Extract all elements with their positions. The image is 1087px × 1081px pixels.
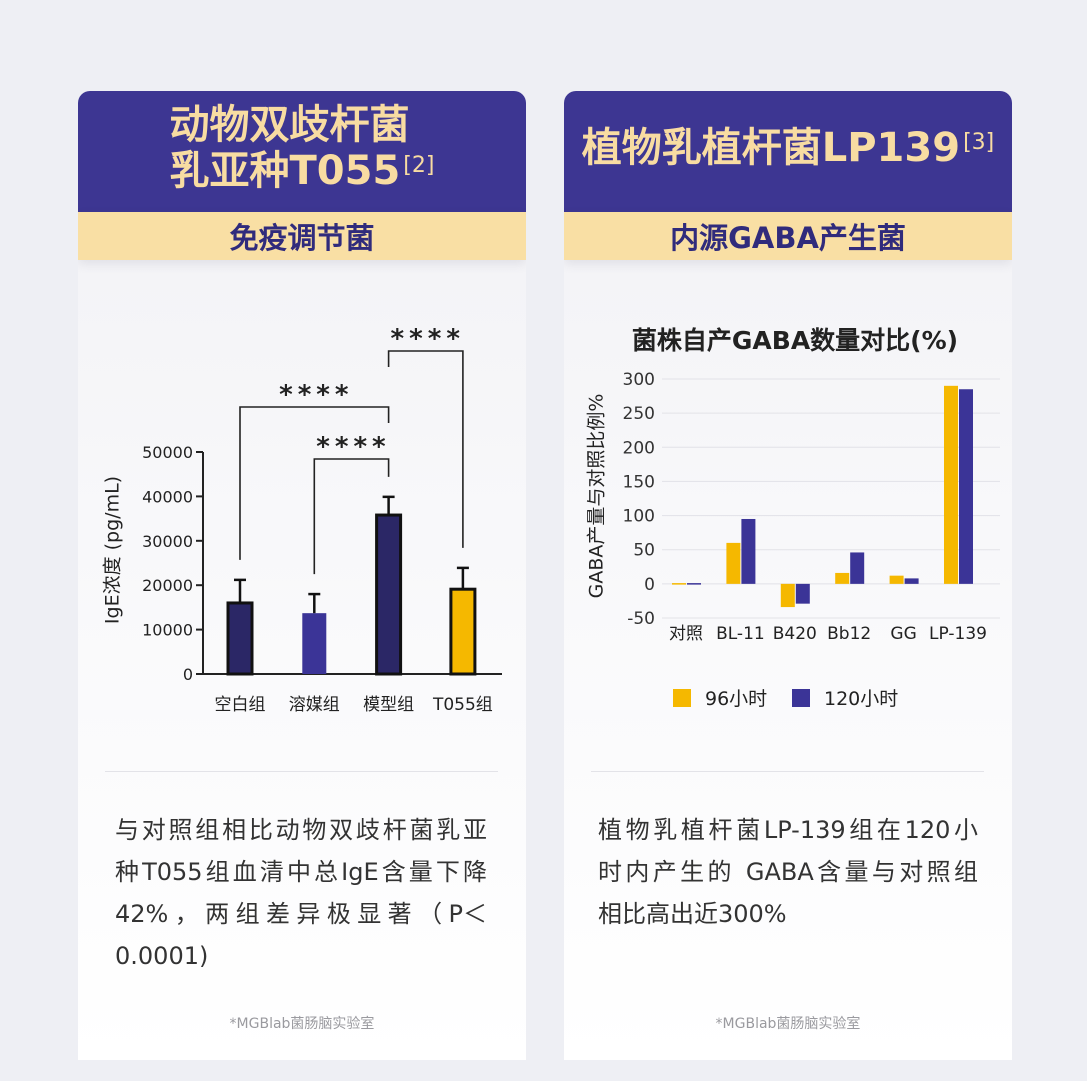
card-header: 动物双歧杆菌 乳亚种T055 [2] (78, 91, 526, 212)
category-label: T055组 (432, 695, 493, 715)
bar-series-2 (687, 583, 701, 585)
description-line: 时内产生的 GABA含量与对照组 (598, 858, 978, 886)
category-label: Bb12 (827, 624, 871, 644)
title-text: 植物乳植杆菌LP139 (581, 125, 961, 171)
card-header: 植物乳植杆菌LP139 [3] (564, 91, 1012, 212)
title-line: 乳亚种T055 [2] (170, 148, 435, 201)
title-reference: [2] (403, 153, 435, 178)
gaba-bar-chart: 菌株自产GABA数量对比(%) -50 0 50 100 150 200 250 300 对照 BL… (586, 326, 1000, 710)
strain-card-lp139: 菌株自产GABA数量对比(%) -50 0 50 100 150 200 250 300 对照 BL… (564, 91, 1012, 1060)
y-tick-label: 10000 (142, 621, 193, 640)
y-tick-label: 20000 (142, 576, 193, 595)
y-tick-label: 100 (623, 507, 655, 527)
category-label: 对照 (669, 624, 703, 644)
divider (591, 771, 984, 772)
significance-label: **** (316, 432, 390, 462)
category-label: B420 (773, 624, 817, 644)
y-tick-label: 150 (623, 472, 655, 492)
category-label: 模型组 (363, 695, 414, 715)
bar-series-1 (944, 385, 958, 584)
bar-series-2 (959, 389, 973, 584)
divider (105, 771, 498, 772)
category-label: 溶媒组 (289, 695, 340, 715)
bar (226, 601, 254, 676)
category-label: BL-11 (716, 624, 765, 644)
y-axis-label: IgE浓度 (pg/mL) (102, 476, 124, 624)
card-footer: *MGBlab菌肠脑实验室 (715, 1016, 861, 1032)
description-line: 相比高出近300% (598, 900, 787, 928)
title-reference: [3] (963, 130, 995, 155)
category-label: LP-139 (929, 624, 987, 644)
legend-label: 120小时 (824, 688, 898, 710)
significance-label: **** (391, 324, 465, 354)
category-label: 空白组 (215, 695, 266, 715)
significance-label: **** (279, 380, 353, 410)
significance-bracket (239, 406, 390, 560)
bar (449, 587, 477, 676)
y-tick-label: 250 (623, 404, 655, 424)
description-line: 0.0001) (115, 942, 209, 970)
y-tick-label: 0 (183, 665, 193, 684)
y-tick-label: 200 (623, 438, 655, 458)
bar-series-1 (835, 572, 850, 584)
bar-series-1 (672, 583, 686, 585)
card-title: 动物双歧杆菌 乳亚种T055 [2] (170, 102, 435, 201)
description-line: 与对照组相比动物双歧杆菌乳亚 (115, 816, 487, 844)
card-subtitle: 内源GABA产生菌 (670, 221, 906, 255)
title-line: 动物双歧杆菌 (169, 102, 410, 148)
bar-series-2 (904, 578, 919, 584)
title-text: 乳亚种T055 (169, 148, 401, 194)
card-footer: *MGBlab菌肠脑实验室 (229, 1016, 375, 1032)
ige-bar-chart: 0 10000 20000 30000 40000 50000 空白组 溶媒组 模型组 T055组… (102, 324, 502, 715)
card-subtitle-band: 内源GABA产生菌 (564, 212, 1012, 260)
legend-label: 96小时 (705, 688, 767, 710)
y-axis-label: GABA产量与对照比例% (586, 394, 608, 599)
description-line: 植物乳植杆菌LP-139组在120小 (598, 816, 978, 844)
card-description: 植物乳植杆菌LP-139组在120小 时内产生的 GABA含量与对照组 相比高出… (598, 809, 978, 935)
card-title: 植物乳植杆菌LP139 [3] (582, 125, 994, 178)
card-subtitle: 免疫调节菌 (229, 221, 375, 255)
bar-series-1 (726, 542, 741, 584)
bar-series-2 (850, 552, 865, 584)
y-tick-label: 0 (644, 575, 655, 595)
card-description: 与对照组相比动物双歧杆菌乳亚 种T055组血清中总IgE含量下降 42%，两组差… (115, 809, 487, 977)
bar-series-1 (780, 583, 795, 608)
y-tick-label: -50 (627, 609, 655, 629)
bar (375, 513, 403, 676)
card-subtitle-band: 免疫调节菌 (78, 212, 526, 260)
y-tick-label: 30000 (142, 532, 193, 551)
bar-series-1 (889, 575, 904, 584)
significance-bracket (313, 458, 390, 575)
legend-swatch (673, 689, 691, 707)
y-tick-label: 50000 (142, 443, 193, 462)
description-line: 42%，两组差异极显著（P＜ (115, 900, 487, 928)
legend-swatch (792, 689, 810, 707)
bar (302, 613, 327, 674)
description-line: 种T055组血清中总IgE含量下降 (115, 858, 487, 886)
significance-bracket (387, 350, 464, 548)
category-label: GG (890, 624, 916, 644)
bar-series-2 (741, 518, 756, 584)
y-tick-label: 40000 (142, 487, 193, 506)
strain-card-t055: 0 10000 20000 30000 40000 50000 空白组 溶媒组 模型组 T055组… (78, 91, 526, 1060)
bar-series-2 (795, 583, 810, 604)
chart-title: 菌株自产GABA数量对比(%) (632, 326, 958, 355)
title-line: 植物乳植杆菌LP139 [3] (582, 125, 994, 178)
y-tick-label: 300 (623, 370, 655, 390)
y-tick-label: 50 (633, 541, 655, 561)
